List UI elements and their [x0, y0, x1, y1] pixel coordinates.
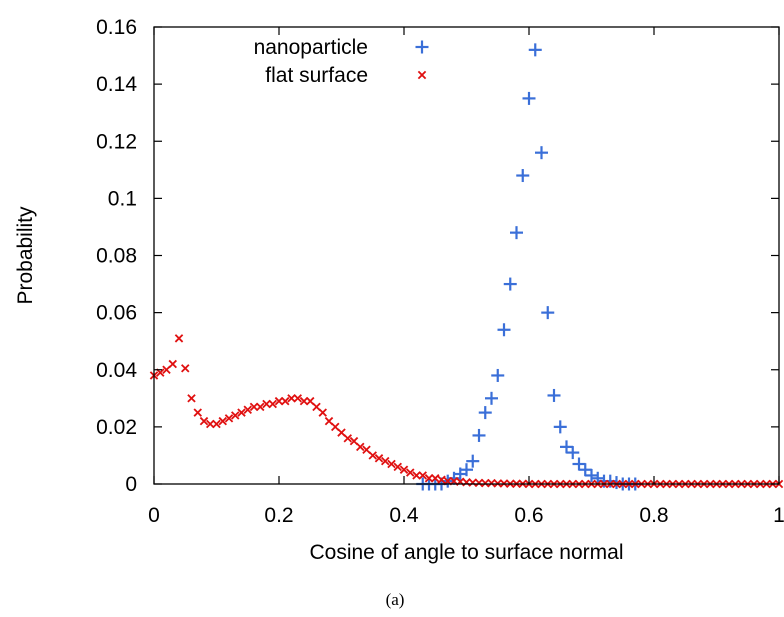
- data-point-flat-surface: [224, 414, 234, 423]
- data-point-flat-surface: [293, 394, 302, 403]
- data-point-nanoparticle: [553, 420, 567, 434]
- data-point-nanoparticle: [516, 169, 530, 183]
- data-point-flat-surface: [356, 442, 365, 452]
- data-point-flat-surface: [243, 405, 252, 414]
- data-point-flat-surface: [368, 451, 377, 460]
- data-point-flat-surface: [237, 408, 246, 417]
- y-tick-label: 0.02: [96, 416, 137, 439]
- data-point-flat-surface: [481, 478, 490, 488]
- data-point-flat-surface: [318, 408, 327, 417]
- x-tick-label: 0: [148, 504, 160, 527]
- data-point-nanoparticle: [478, 406, 492, 420]
- axis-ticks: [153, 26, 780, 485]
- legend-label-nanoparticle: nanoparticle: [254, 36, 368, 59]
- data-point-flat-surface: [287, 394, 296, 403]
- data-point-flat-surface: [418, 471, 427, 480]
- data-point-nanoparticle: [522, 91, 536, 105]
- tick-labels: 0 0.2 0.4 0.6 0.8 1 0 0.02 0.04 0.06 0.08 0.1 0.12 0.…: [96, 16, 784, 527]
- data-point-flat-surface: [218, 416, 227, 426]
- plot-frame: [153, 26, 780, 485]
- y-tick-label: 0: [125, 473, 137, 496]
- legend-label-flat-surface: flat surface: [265, 64, 368, 87]
- y-tick-label: 0.14: [96, 73, 137, 96]
- data-point-nanoparticle: [528, 43, 542, 57]
- data-point-flat-surface: [343, 434, 352, 443]
- data-point-nanoparticle: [460, 463, 473, 477]
- data-point-nanoparticle: [578, 463, 592, 477]
- data-point-nanoparticle: [560, 440, 573, 454]
- data-marks: [149, 43, 784, 491]
- data-point-flat-surface: [412, 471, 421, 480]
- y-tick-label: 0.12: [96, 130, 137, 153]
- data-point-flat-surface: [381, 456, 390, 466]
- figure-caption: (a): [386, 590, 405, 609]
- x-tick-label: 0.2: [264, 504, 293, 527]
- data-point-flat-surface: [268, 399, 277, 409]
- data-point-nanoparticle: [472, 428, 486, 442]
- data-point-flat-surface: [437, 475, 446, 484]
- data-point-nanoparticle: [591, 471, 605, 485]
- legend-marker-flat-surface: [417, 70, 427, 80]
- data-point-flat-surface: [299, 396, 309, 406]
- data-point-flat-surface: [256, 402, 265, 412]
- data-point-flat-surface: [193, 408, 202, 417]
- data-point-nanoparticle: [541, 306, 555, 320]
- data-point-flat-surface: [262, 399, 271, 409]
- y-tick-label: 0.1: [108, 187, 137, 210]
- data-point-flat-surface: [181, 364, 190, 373]
- data-point-flat-surface: [393, 462, 402, 472]
- x-tick-label: 1: [773, 504, 784, 527]
- data-point-nanoparticle: [510, 226, 523, 240]
- data-point-flat-surface: [399, 465, 409, 474]
- series-nanoparticle: [416, 43, 642, 491]
- data-point-nanoparticle: [497, 323, 511, 337]
- data-point-flat-surface: [374, 454, 384, 463]
- legend-marker: [415, 40, 429, 54]
- data-point-flat-surface: [431, 474, 440, 483]
- data-point-nanoparticle: [491, 368, 505, 382]
- data-point-nanoparticle: [572, 457, 586, 471]
- data-point-nanoparticle: [535, 146, 548, 160]
- data-point-flat-surface: [281, 396, 290, 406]
- y-tick-label: 0.06: [96, 302, 137, 325]
- x-tick-label: 0.6: [514, 504, 543, 527]
- data-point-flat-surface: [168, 359, 177, 369]
- data-point-flat-surface: [387, 459, 396, 469]
- legend-marker-nanoparticle: [415, 40, 429, 54]
- x-tick-label: 0.8: [639, 504, 668, 527]
- legend: nanoparticle flat surface: [254, 36, 429, 87]
- x-tick-label: 0.4: [389, 504, 419, 527]
- y-tick-label: 0.16: [96, 16, 137, 39]
- data-point-flat-surface: [174, 334, 184, 343]
- data-point-flat-surface: [206, 419, 215, 429]
- data-point-flat-surface: [274, 396, 284, 406]
- data-point-nanoparticle: [485, 391, 498, 405]
- data-point-flat-surface: [231, 411, 240, 420]
- data-point-flat-surface: [199, 416, 209, 426]
- data-point-nanoparticle: [466, 454, 480, 468]
- data-point-flat-surface: [187, 394, 196, 403]
- data-point-flat-surface: [249, 402, 259, 412]
- y-tick-label: 0.04: [96, 359, 137, 382]
- data-point-flat-surface: [212, 419, 221, 429]
- x-axis-label: Cosine of angle to surface normal: [309, 541, 623, 564]
- legend-marker: [417, 70, 427, 80]
- data-point-nanoparticle: [566, 446, 580, 460]
- y-axis-label: Probability: [14, 206, 37, 305]
- data-point-flat-surface: [424, 474, 434, 483]
- y-tick-label: 0.08: [96, 245, 137, 268]
- data-point-nanoparticle: [547, 388, 561, 402]
- data-point-flat-surface: [406, 468, 415, 477]
- data-point-nanoparticle: [585, 468, 598, 482]
- data-point-nanoparticle: [503, 277, 517, 291]
